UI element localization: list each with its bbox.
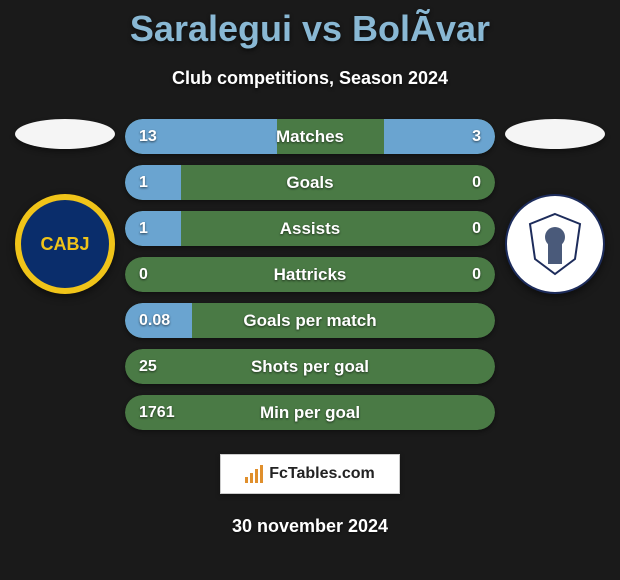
stat-label: Goals per match xyxy=(125,303,495,338)
player-left-silhouette xyxy=(15,119,115,149)
comparison-card: Saralegui vs BolÃvar Club competitions, … xyxy=(0,0,620,580)
date-label: 30 november 2024 xyxy=(232,516,388,537)
stat-label: Matches xyxy=(125,119,495,154)
stat-row: 0.08Goals per match xyxy=(125,303,495,338)
player-left-col: CABJ xyxy=(5,119,125,294)
stat-label: Min per goal xyxy=(125,395,495,430)
club-badge-left-label: CABJ xyxy=(40,234,89,255)
fctables-label: FcTables.com xyxy=(269,465,375,483)
stat-row: 0Hattricks0 xyxy=(125,257,495,292)
stat-value-right: 0 xyxy=(472,211,481,246)
stat-value-right: 0 xyxy=(472,257,481,292)
stat-row: 1Goals0 xyxy=(125,165,495,200)
stat-value-right: 0 xyxy=(472,165,481,200)
player-right-col xyxy=(495,119,615,294)
stat-row: 25Shots per goal xyxy=(125,349,495,384)
stat-row: 13Matches3 xyxy=(125,119,495,154)
stat-row: 1Assists0 xyxy=(125,211,495,246)
subtitle: Club competitions, Season 2024 xyxy=(172,68,448,89)
main-area: CABJ 13Matches31Goals01Assists00Hattrick… xyxy=(0,119,620,430)
stat-label: Hattricks xyxy=(125,257,495,292)
stats-column: 13Matches31Goals01Assists00Hattricks00.0… xyxy=(125,119,495,430)
stat-label: Shots per goal xyxy=(125,349,495,384)
fctables-bars-icon xyxy=(245,465,263,483)
stat-row: 1761Min per goal xyxy=(125,395,495,430)
stat-value-right: 3 xyxy=(472,119,481,154)
stat-label: Assists xyxy=(125,211,495,246)
player-right-silhouette xyxy=(505,119,605,149)
club-badge-left: CABJ xyxy=(15,194,115,294)
page-title: Saralegui vs BolÃvar xyxy=(130,8,490,50)
fctables-badge[interactable]: FcTables.com xyxy=(220,454,400,494)
club-badge-right xyxy=(505,194,605,294)
stat-label: Goals xyxy=(125,165,495,200)
club-right-svg xyxy=(520,209,590,279)
